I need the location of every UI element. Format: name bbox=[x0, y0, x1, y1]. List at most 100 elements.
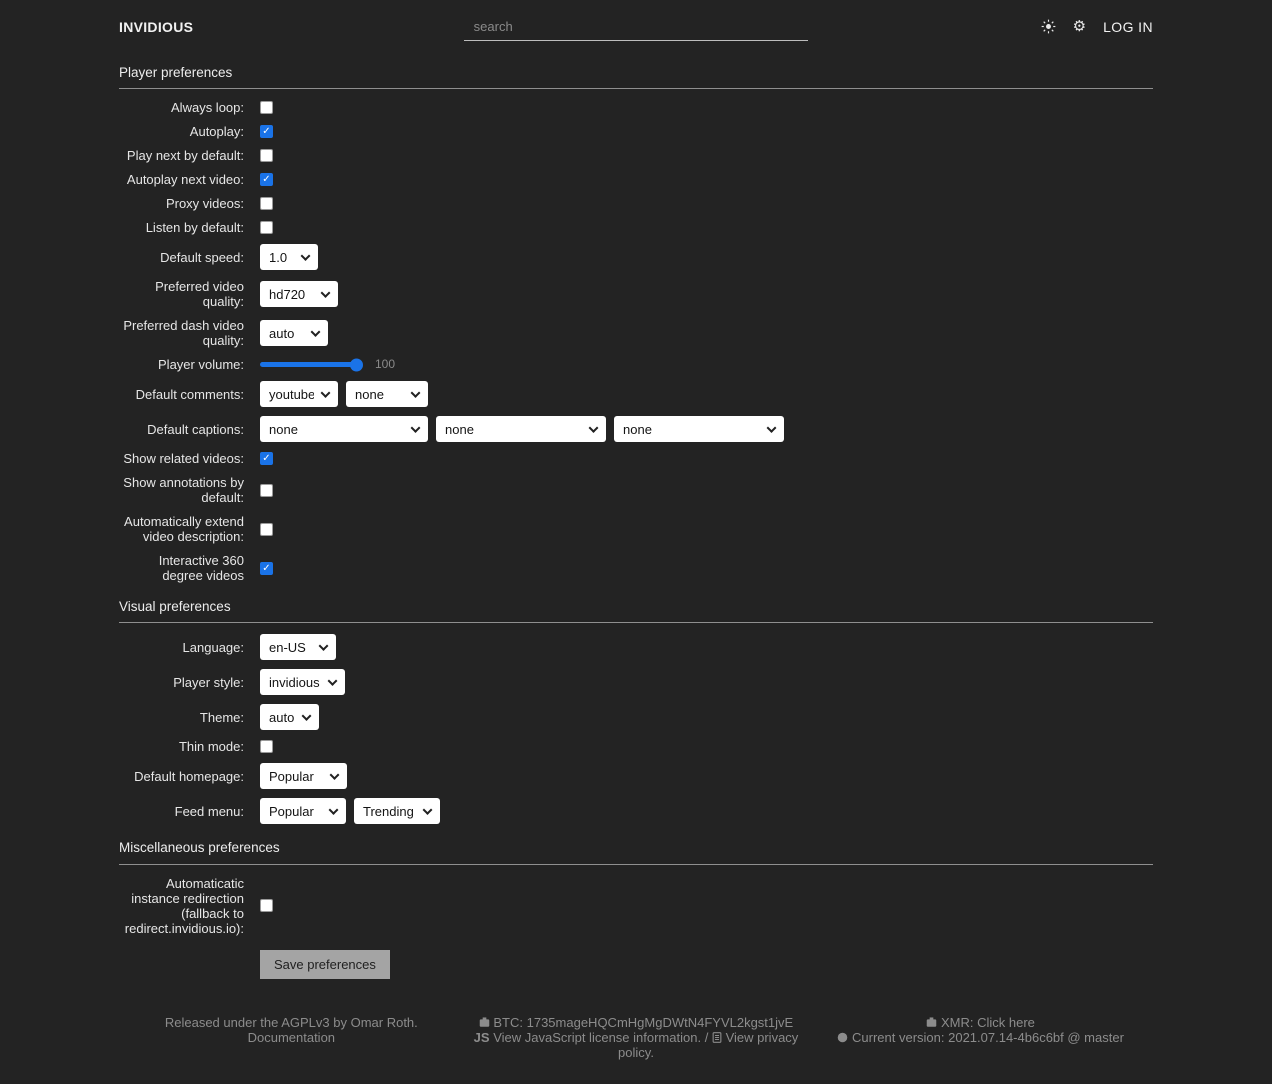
pref-row-theme: Theme: auto bbox=[119, 704, 1153, 731]
player-style-select[interactable]: invidious bbox=[260, 669, 345, 696]
default-homepage-select-wrap: Popular bbox=[260, 763, 347, 790]
listen-by-default-label: Listen by default: bbox=[145, 220, 244, 236]
wallet-icon bbox=[479, 1015, 490, 1030]
section-title-misc: Miscellaneous preferences bbox=[119, 840, 1153, 865]
preferred-dash-video-quality-select[interactable]: auto bbox=[260, 320, 328, 347]
pref-row-feed-menu: Feed menu: Popular Trending bbox=[119, 798, 1153, 825]
show-related-videos-checkbox[interactable]: ✓ bbox=[260, 452, 273, 466]
autoplay-checkbox[interactable]: ✓ bbox=[260, 125, 273, 139]
feed-menu-select-1[interactable]: Popular bbox=[260, 798, 346, 825]
theme-label: Theme: bbox=[199, 709, 244, 725]
theme-toggle-sun-icon[interactable] bbox=[1041, 19, 1056, 34]
thin-mode-label: Thin mode: bbox=[178, 739, 244, 755]
language-select-wrap: en-US bbox=[260, 634, 336, 661]
search-input[interactable] bbox=[463, 13, 809, 41]
feed-menu-select-2[interactable]: Trending bbox=[354, 798, 440, 825]
preferred-video-quality-select[interactable]: hd720 bbox=[260, 281, 338, 308]
save-row: Save preferences bbox=[260, 949, 1153, 979]
automatic-instance-redirection-label: Automaticatic instance redirection (fall… bbox=[124, 875, 244, 936]
default-speed-select-wrap: 1.0 bbox=[260, 244, 318, 271]
automatic-instance-redirection-control bbox=[260, 899, 273, 913]
js-license-link[interactable]: View JavaScript license information. bbox=[493, 1029, 702, 1045]
preferred-video-quality-select-wrap: hd720 bbox=[260, 281, 338, 308]
default-comments-select-2[interactable]: none bbox=[346, 381, 428, 408]
preferred-video-quality-label: Preferred video quality: bbox=[155, 279, 244, 310]
section-title-player: Player preferences bbox=[119, 65, 1153, 90]
default-homepage-select[interactable]: Popular bbox=[260, 763, 347, 790]
player-volume-label: Player volume: bbox=[158, 357, 244, 373]
proxy-videos-checkbox[interactable] bbox=[260, 197, 273, 211]
default-comments-label: Default comments: bbox=[135, 386, 244, 402]
always-loop-control bbox=[260, 101, 273, 115]
xmr-link[interactable]: XMR: Click here bbox=[941, 1014, 1035, 1030]
btc-line: BTC: 1735mageHQCmHgMgDWtN4FYVL2kgst1jvE bbox=[464, 1015, 809, 1030]
github-icon bbox=[837, 1030, 848, 1045]
default-captions-select-1[interactable]: none bbox=[260, 416, 428, 443]
show-annotations-by-default-control bbox=[260, 483, 273, 497]
js-badge: JS bbox=[473, 1029, 490, 1045]
default-captions-label: Default captions: bbox=[147, 421, 244, 437]
theme-select[interactable]: auto bbox=[260, 704, 319, 731]
autoplay-label: Autoplay: bbox=[189, 124, 244, 140]
autoplay-next-video-checkbox[interactable]: ✓ bbox=[260, 173, 273, 187]
listen-by-default-checkbox[interactable] bbox=[260, 221, 273, 235]
save-preferences-button[interactable]: Save preferences bbox=[260, 949, 390, 979]
page: INVIDIOUS ⚙ LOG IN Player preferences Alw… bbox=[119, 0, 1153, 1084]
documentation-link[interactable]: Documentation bbox=[247, 1029, 336, 1045]
version-line: Current version: 2021.07.14-4b6c6bf @ ma… bbox=[808, 1030, 1153, 1045]
preferences-gear-icon[interactable]: ⚙ bbox=[1072, 17, 1087, 36]
feed-menu-label: Feed menu: bbox=[174, 803, 244, 819]
autoplay-next-video-label: Autoplay next video: bbox=[126, 172, 244, 188]
footer-left: Released under the AGPLv3 by Omar Roth. … bbox=[119, 1015, 464, 1060]
language-select[interactable]: en-US bbox=[260, 634, 336, 661]
license-line: JS View JavaScript license information. … bbox=[464, 1030, 809, 1060]
default-comments-control: youtube none bbox=[260, 381, 428, 408]
footer-center: BTC: 1735mageHQCmHgMgDWtN4FYVL2kgst1jvE … bbox=[464, 1015, 809, 1060]
interactive-360-degree-videos-label: Interactive 360 degree videos bbox=[158, 553, 244, 584]
pref-row-always-loop: Always loop: bbox=[119, 100, 1153, 115]
pref-row-thin-mode: Thin mode: bbox=[119, 739, 1153, 754]
thin-mode-control bbox=[260, 740, 273, 754]
show-annotations-by-default-label: Show annotations by default: bbox=[123, 475, 244, 506]
automatically-extend-video-description-checkbox[interactable] bbox=[260, 522, 273, 536]
always-loop-checkbox[interactable] bbox=[260, 101, 273, 115]
pref-row-player-style: Player style: invidious bbox=[119, 669, 1153, 696]
default-captions-select-3[interactable]: none bbox=[614, 416, 784, 443]
play-next-by-default-checkbox[interactable] bbox=[260, 149, 273, 163]
show-annotations-by-default-checkbox[interactable] bbox=[260, 483, 273, 497]
section-player: Player preferences Always loop: Autoplay: ✓… bbox=[119, 65, 1153, 583]
preferred-video-quality-control: hd720 bbox=[260, 281, 338, 308]
interactive-360-degree-videos-control: ✓ bbox=[260, 561, 273, 575]
default-speed-select[interactable]: 1.0 bbox=[260, 244, 318, 271]
thin-mode-checkbox[interactable] bbox=[260, 740, 273, 754]
default-speed-control: 1.0 bbox=[260, 244, 318, 271]
interactive-360-degree-videos-checkbox[interactable]: ✓ bbox=[260, 561, 273, 575]
automatic-instance-redirection-checkbox[interactable] bbox=[260, 899, 273, 913]
feed-menu-select-wrap: Popular bbox=[260, 798, 346, 825]
language-label: Language: bbox=[182, 639, 244, 655]
default-captions-select-wrap: none bbox=[260, 416, 428, 443]
show-related-videos-control: ✓ bbox=[260, 452, 273, 466]
show-related-videos-label: Show related videos: bbox=[123, 451, 244, 467]
pref-row-preferred-dash-video-quality: Preferred dash video quality: auto bbox=[119, 318, 1153, 348]
default-comments-select-1[interactable]: youtube bbox=[260, 381, 338, 408]
feed-menu-select-wrap: Trending bbox=[354, 798, 440, 825]
player-volume-slider[interactable] bbox=[260, 358, 363, 372]
footer-license-text: Released under the AGPLv3 by Omar Roth. bbox=[164, 1014, 418, 1030]
player-style-select-wrap: invidious bbox=[260, 669, 345, 696]
default-comments-select-wrap: youtube bbox=[260, 381, 338, 408]
pref-row-preferred-video-quality: Preferred video quality: hd720 bbox=[119, 279, 1153, 309]
header-actions: ⚙ LOG IN bbox=[808, 19, 1153, 36]
pref-row-interactive-360-degree-videos: Interactive 360 degree videos ✓ bbox=[119, 553, 1153, 583]
feed-menu-control: Popular Trending bbox=[260, 798, 440, 825]
default-captions-select-wrap: none bbox=[436, 416, 606, 443]
login-link[interactable]: LOG IN bbox=[1103, 18, 1153, 35]
theme-control: auto bbox=[260, 704, 319, 731]
player-volume-control: 100 bbox=[260, 357, 395, 371]
player-volume-slider-thumb[interactable] bbox=[350, 358, 363, 372]
always-loop-label: Always loop: bbox=[171, 100, 244, 116]
default-captions-select-2[interactable]: none bbox=[436, 416, 606, 443]
version-text: Current version: 2021.07.14-4b6c6bf @ ma… bbox=[852, 1029, 1124, 1045]
play-next-by-default-control bbox=[260, 149, 273, 163]
invidious-logo[interactable]: INVIDIOUS bbox=[119, 18, 194, 35]
